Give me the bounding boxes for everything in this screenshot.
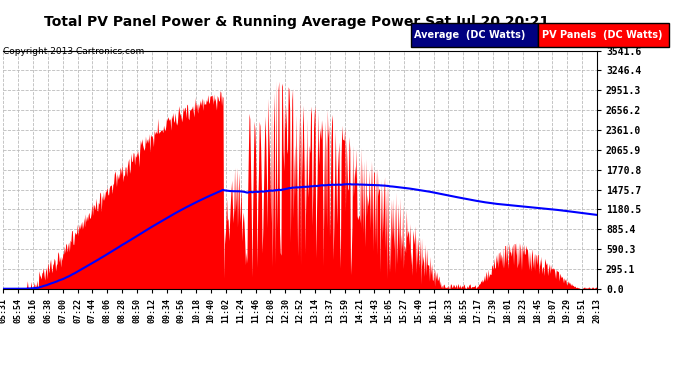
Text: Average  (DC Watts): Average (DC Watts) xyxy=(414,30,525,40)
Text: Total PV Panel Power & Running Average Power Sat Jul 20 20:21: Total PV Panel Power & Running Average P… xyxy=(44,15,549,29)
Text: Copyright 2013 Cartronics.com: Copyright 2013 Cartronics.com xyxy=(3,47,145,56)
Text: PV Panels  (DC Watts): PV Panels (DC Watts) xyxy=(542,30,662,40)
